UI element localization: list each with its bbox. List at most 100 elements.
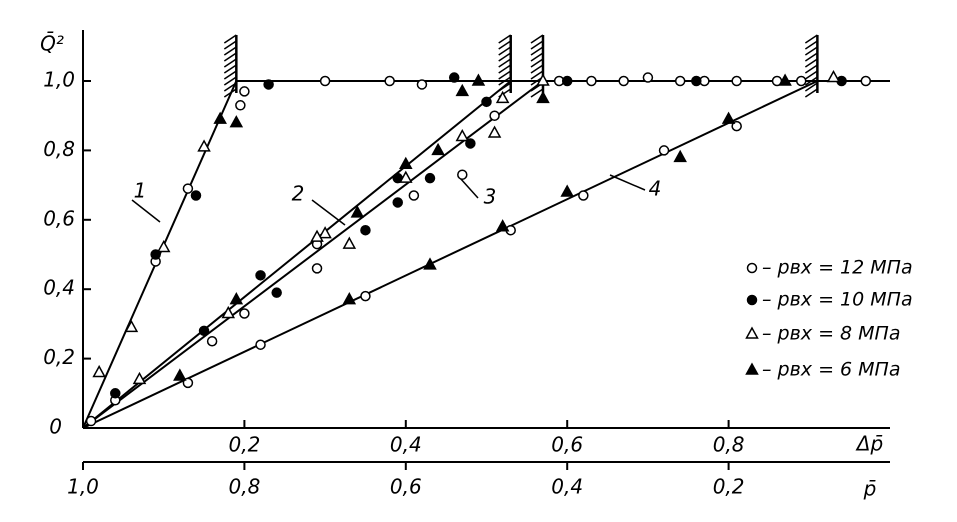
data-point: [399, 156, 413, 170]
data-point: [399, 170, 413, 183]
x-tick-label: 0,8: [713, 433, 745, 457]
y-tick-label: 1,0: [43, 68, 75, 92]
hatch: [498, 34, 512, 44]
y-tick-label: 0,8: [43, 137, 75, 161]
hatch: [530, 52, 544, 62]
data-point: [489, 110, 500, 121]
hatch: [804, 64, 818, 74]
data-point: [561, 75, 573, 87]
hatch: [498, 52, 512, 62]
x2-tick-label: 0,4: [551, 475, 583, 499]
hatch: [804, 52, 818, 62]
data-point: [860, 75, 872, 87]
legend-label: – pвх = 10 МПа: [762, 289, 913, 311]
limit-stop: [498, 34, 512, 98]
x-tick-label: 0,6: [551, 433, 583, 457]
data-point: [229, 292, 244, 305]
data-point: [239, 308, 250, 319]
leader-line: [609, 174, 646, 191]
hatch: [498, 70, 512, 80]
x2-tick-label: 0,2: [713, 475, 745, 499]
data-point: [198, 325, 210, 337]
hatch: [530, 46, 544, 56]
data-point: [674, 75, 686, 87]
leader-line: [131, 199, 161, 223]
y-tick-label: 0,4: [43, 276, 75, 300]
data-point: [229, 115, 244, 128]
hatch: [804, 34, 818, 44]
line-label: 4: [649, 177, 662, 201]
data-point: [310, 229, 324, 242]
fit-line: [82, 80, 512, 429]
leader-line: [459, 177, 479, 199]
data-point: [384, 75, 395, 87]
legend-marker: [745, 362, 759, 375]
hatch: [530, 34, 544, 44]
data-point: [255, 270, 266, 281]
data-point: [721, 111, 736, 124]
data-point: [239, 86, 250, 97]
data-point: [235, 100, 246, 111]
hatch: [223, 88, 237, 98]
data-point: [318, 226, 332, 239]
legend-label: – pвх = 6 МПа: [762, 359, 901, 381]
x2-tick-label: 1,0: [67, 475, 99, 499]
x2-axis-label: p̄: [863, 477, 877, 501]
hatch: [804, 88, 818, 98]
line-label: 3: [484, 185, 497, 209]
hatch: [530, 58, 544, 68]
data-point: [431, 142, 445, 156]
data-point: [495, 219, 510, 232]
hatch: [804, 46, 818, 56]
hatch: [223, 82, 237, 92]
data-point: [197, 139, 211, 152]
data-point: [642, 72, 654, 83]
hatch: [498, 64, 512, 74]
data-point: [360, 224, 371, 236]
data-point: [424, 172, 436, 184]
data-point: [536, 73, 550, 86]
y-tick-label: 0,2: [43, 345, 75, 369]
hatch: [804, 40, 818, 50]
data-point: [255, 339, 266, 350]
data-point: [221, 305, 236, 319]
origin-label: 0: [49, 415, 62, 439]
legend-label: – pвх = 12 МПа: [762, 257, 913, 279]
hatch: [223, 76, 237, 86]
hatch: [223, 34, 237, 44]
legend-marker: [746, 262, 758, 274]
hatch: [223, 40, 237, 50]
data-point: [536, 90, 550, 104]
data-point: [481, 96, 492, 108]
data-point: [408, 190, 420, 201]
data-point: [392, 197, 403, 208]
data-point: [455, 83, 470, 97]
data-point: [457, 169, 468, 180]
hatch: [530, 70, 544, 80]
hatch: [530, 40, 544, 50]
data-point: [731, 75, 742, 87]
data-point: [156, 240, 171, 253]
hatch: [498, 82, 512, 92]
data-point: [360, 290, 371, 302]
line-label: 1: [134, 179, 147, 203]
hatch: [530, 64, 544, 74]
data-point: [673, 149, 687, 163]
data-point: [85, 415, 97, 427]
data-point: [495, 90, 510, 104]
data-point: [423, 257, 437, 270]
data-point: [342, 292, 357, 305]
data-point: [319, 75, 331, 87]
data-point: [448, 72, 460, 83]
limit-stop: [223, 34, 238, 98]
data-point: [586, 75, 597, 87]
y-axis-label: Q̄²: [40, 31, 64, 56]
data-point: [132, 371, 147, 385]
hatch: [223, 70, 237, 80]
legend-marker: [745, 326, 759, 339]
hatch: [223, 52, 237, 62]
x2-tick-label: 0,6: [390, 475, 422, 499]
hatch: [223, 58, 237, 68]
x2-tick-label: 0,8: [228, 475, 260, 499]
data-point: [471, 73, 486, 86]
